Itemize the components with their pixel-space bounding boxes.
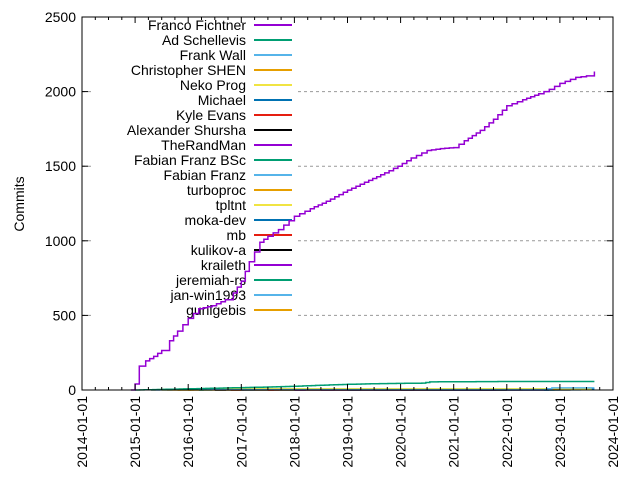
x-tick-label: 2015-01-01	[127, 396, 143, 468]
x-tick-label: 2020-01-01	[393, 396, 409, 468]
y-tick-label: 2000	[45, 84, 76, 100]
legend-label: kulikov-a	[191, 242, 246, 258]
x-tick-label: 2018-01-01	[286, 396, 302, 468]
x-tick-label: 2019-01-01	[340, 396, 356, 468]
x-tick-label: 2024-01-01	[605, 396, 621, 468]
series-franco-fichtner	[130, 71, 596, 391]
legend-label: Franco Fichtner	[148, 17, 246, 33]
x-tick-label: 2022-01-01	[499, 396, 515, 468]
legend-label: mb	[227, 227, 247, 243]
x-tick-label: 2023-01-01	[552, 396, 568, 468]
x-axis-labels: 2014-01-01 2015-01-01 2016-01-01 2017-01-01…	[74, 396, 621, 468]
x-tick-label: 2017-01-01	[233, 396, 249, 468]
y-axis-labels: 0 500 1000 1500 2000 2500	[45, 9, 76, 398]
legend-label: Christopher SHEN	[131, 62, 246, 78]
legend-label: tpltnt	[216, 197, 246, 213]
legend-label: jeremiah-rs	[175, 272, 246, 288]
legend-background	[94, 18, 298, 316]
y-axis-title: Commits	[11, 176, 27, 231]
legend-label: moka-dev	[185, 212, 246, 228]
legend-label: gurligebis	[186, 302, 246, 318]
legend-label: Frank Wall	[180, 47, 246, 63]
y-tick-label: 2500	[45, 9, 76, 25]
series-ad-schellevis	[135, 380, 595, 391]
legend-label: kraileth	[201, 257, 246, 273]
legend-label: Fabian Franz	[164, 167, 246, 183]
legend-label: jan-win1993	[170, 287, 247, 303]
y-tick-label: 500	[53, 307, 77, 323]
legend-label: Alexander Shursha	[127, 122, 246, 138]
legend-label: TheRandMan	[161, 137, 246, 153]
legend-label: Michael	[198, 92, 246, 108]
legend-label: Ad Schellevis	[162, 32, 246, 48]
gridlines	[82, 91, 611, 316]
legend-label: Fabian Franz BSc	[134, 152, 246, 168]
x-tick-label: 2014-01-01	[74, 396, 90, 468]
x-tick-label: 2021-01-01	[446, 396, 462, 468]
x-tick-label: 2016-01-01	[180, 396, 196, 468]
legend-label: Neko Prog	[180, 77, 246, 93]
y-tick-label: 0	[68, 382, 76, 398]
y-tick-label: 1500	[45, 158, 76, 174]
legend-label: Kyle Evans	[176, 107, 246, 123]
axis-ticks	[81, 16, 614, 391]
legend-label: turboproc	[187, 182, 246, 198]
y-tick-label: 1000	[45, 233, 76, 249]
